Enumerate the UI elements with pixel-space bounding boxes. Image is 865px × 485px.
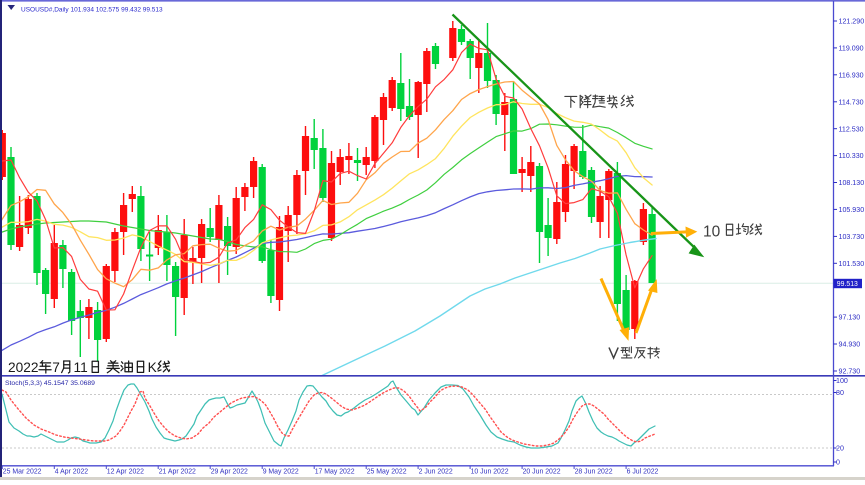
svg-text:10: 10 xyxy=(703,223,721,240)
svg-text:101.530: 101.530 xyxy=(839,260,865,268)
svg-text:92.730: 92.730 xyxy=(839,368,861,376)
svg-text:28 Jun 2022: 28 Jun 2022 xyxy=(575,469,613,476)
svg-text:4 Apr 2022: 4 Apr 2022 xyxy=(55,469,89,476)
svg-text:110.330: 110.330 xyxy=(839,152,864,160)
svg-text:Stoch(5,3,3) 45.1547 35.0689: Stoch(5,3,3) 45.1547 35.0689 xyxy=(5,380,95,387)
svg-text:6 Jul 2022: 6 Jul 2022 xyxy=(627,469,659,476)
svg-text:9 May 2022: 9 May 2022 xyxy=(263,469,299,476)
svg-text:7: 7 xyxy=(52,360,60,375)
svg-text:12 Apr 2022: 12 Apr 2022 xyxy=(107,469,144,476)
svg-text:2022: 2022 xyxy=(8,360,38,375)
svg-text:97.130: 97.130 xyxy=(839,314,861,322)
svg-text:121.290: 121.290 xyxy=(839,18,865,26)
svg-text:0: 0 xyxy=(836,459,840,467)
svg-text:21 Apr 2022: 21 Apr 2022 xyxy=(159,469,196,476)
svg-text:10 Jun 2022: 10 Jun 2022 xyxy=(471,469,509,476)
svg-text:20: 20 xyxy=(836,445,844,453)
svg-text:99.513: 99.513 xyxy=(837,281,858,288)
svg-text:112.530: 112.530 xyxy=(839,125,864,133)
svg-text:105.930: 105.930 xyxy=(839,206,865,214)
svg-text:114.730: 114.730 xyxy=(839,98,864,106)
svg-text:94.930: 94.930 xyxy=(839,341,861,349)
svg-text:USOUSD#,Daily 101.934 102.575: USOUSD#,Daily 101.934 102.575 99.432 99.… xyxy=(21,7,163,14)
svg-text:119.090: 119.090 xyxy=(839,45,864,53)
svg-text:25 Mar 2022: 25 Mar 2022 xyxy=(3,469,42,476)
svg-text:116.930: 116.930 xyxy=(839,71,864,79)
svg-text:25 May 2022: 25 May 2022 xyxy=(367,469,407,476)
svg-text:103.730: 103.730 xyxy=(839,233,865,241)
svg-text:11: 11 xyxy=(74,360,88,375)
svg-text:20 Jun 2022: 20 Jun 2022 xyxy=(523,469,561,476)
svg-text:108.130: 108.130 xyxy=(839,179,865,187)
svg-text:K: K xyxy=(148,360,157,375)
svg-text:29 Apr 2022: 29 Apr 2022 xyxy=(211,469,248,476)
svg-text:100: 100 xyxy=(836,377,848,385)
svg-text:17 May 2022: 17 May 2022 xyxy=(315,469,355,476)
svg-text:80: 80 xyxy=(836,389,844,397)
svg-text:2 Jun 2022: 2 Jun 2022 xyxy=(419,469,453,476)
